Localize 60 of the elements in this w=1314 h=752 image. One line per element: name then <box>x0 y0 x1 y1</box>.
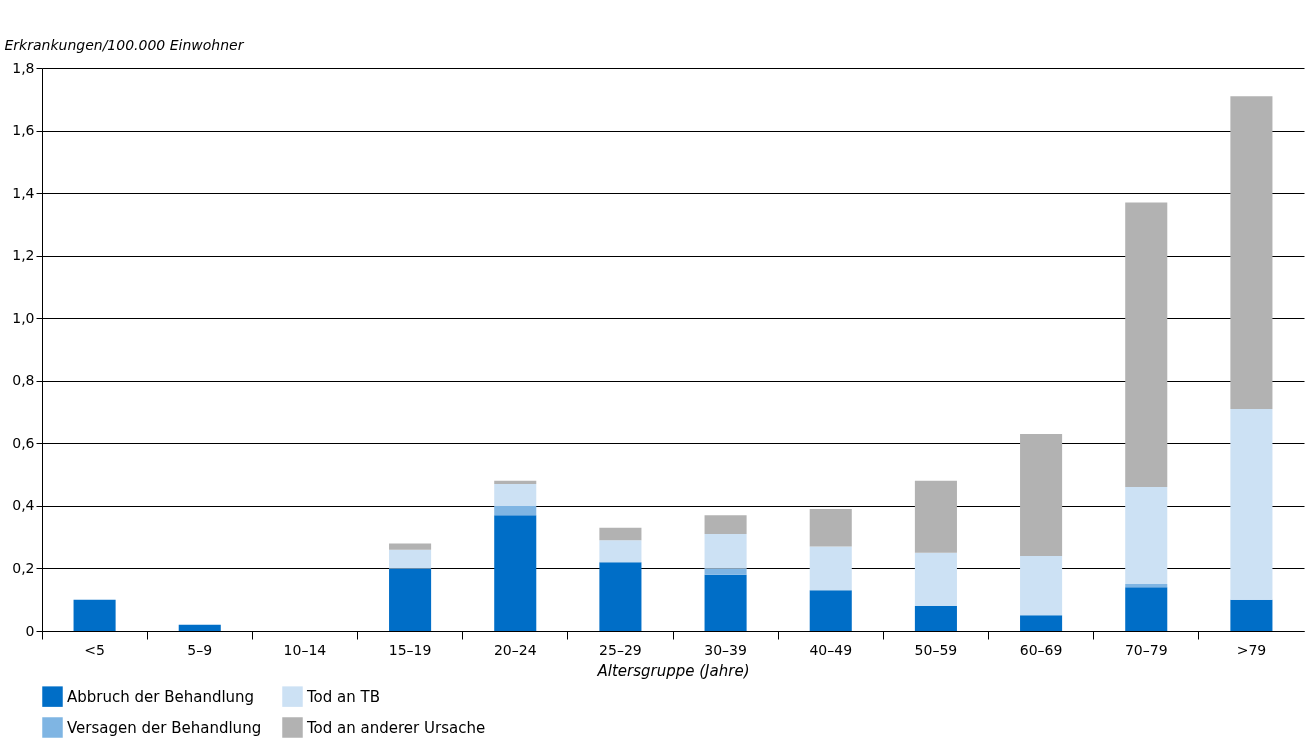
legend-label: Versagen der Behandlung <box>67 718 262 737</box>
y-tick-label: 1,2 <box>12 247 35 264</box>
x-tick-label: 30–39 <box>704 641 747 658</box>
bar <box>704 568 747 575</box>
bar <box>599 562 642 631</box>
bar <box>1125 487 1168 585</box>
bar <box>1020 615 1063 631</box>
bar <box>704 515 747 535</box>
bar <box>389 568 432 631</box>
bar <box>704 534 747 569</box>
bar <box>494 480 537 484</box>
bar <box>178 624 221 631</box>
x-tick-label: 20–24 <box>493 641 537 658</box>
bar <box>494 515 537 631</box>
bar <box>914 605 957 631</box>
x-tick-label: 25–29 <box>599 641 642 658</box>
bar <box>914 480 957 553</box>
y-tick-label: 0,2 <box>12 559 35 576</box>
y-tick-label: 0 <box>25 622 35 639</box>
bar <box>599 540 642 563</box>
x-tick-label: 15–19 <box>388 641 432 658</box>
bar <box>704 574 747 631</box>
bar <box>1230 96 1273 409</box>
x-tick-label: 5–9 <box>187 641 213 658</box>
legend-label: Abbruch der Behandlung <box>67 687 255 706</box>
y-tick-label: 1,4 <box>12 184 35 201</box>
x-tick-label: 40–49 <box>809 641 853 658</box>
bar <box>1125 202 1168 488</box>
y-axis-title: Erkrankungen/100.000 Einwohner <box>4 36 245 53</box>
bar <box>1125 587 1168 631</box>
bar <box>809 590 852 631</box>
y-tick-label: 0,4 <box>12 497 35 514</box>
bar <box>1020 555 1063 616</box>
y-tick-label: 0,6 <box>12 434 35 451</box>
bar <box>914 552 957 606</box>
x-tick-label: 70–79 <box>1124 641 1168 658</box>
bar <box>1125 584 1168 588</box>
bar <box>809 509 852 547</box>
legend-label: Tod an TB <box>306 687 381 706</box>
y-tick-label: 1,8 <box>12 59 35 76</box>
x-axis-title: Altersgruppe (Jahre) <box>596 661 750 680</box>
bar <box>1020 433 1063 556</box>
y-tick-label: 1,6 <box>12 122 35 139</box>
x-tick-label: >79 <box>1236 641 1267 658</box>
legend-label: Tod an anderer Ursache <box>306 718 486 737</box>
bar <box>1230 408 1273 600</box>
x-tick-label: 60–69 <box>1019 641 1063 658</box>
bar <box>494 505 537 516</box>
bar <box>809 546 852 591</box>
bar <box>599 527 642 541</box>
bar <box>73 599 116 631</box>
y-tick-label: 0,8 <box>12 372 35 389</box>
bar <box>389 543 432 550</box>
bar <box>1230 599 1273 631</box>
x-tick-label: 50–59 <box>914 641 958 658</box>
x-tick-label: <5 <box>84 641 105 658</box>
x-tick-label: 10–14 <box>283 641 327 658</box>
bar <box>494 483 537 506</box>
y-tick-label: 1,0 <box>12 309 35 326</box>
bar <box>389 549 432 569</box>
